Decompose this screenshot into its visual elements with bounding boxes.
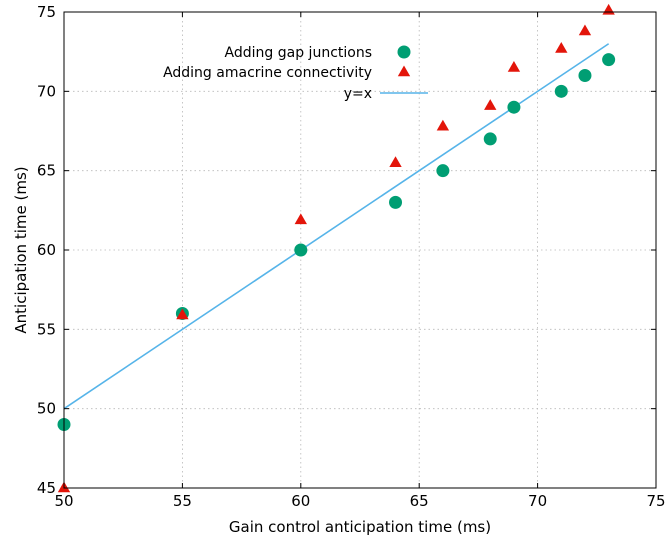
gap-junction-point xyxy=(578,68,592,82)
plot-frame xyxy=(63,11,657,489)
gap-junction-point xyxy=(436,164,450,178)
legend-label: y=x xyxy=(344,86,372,102)
x-axis-label: Gain control anticipation time (ms) xyxy=(229,518,491,536)
gap-junction-point xyxy=(294,243,308,257)
legend-circle-marker xyxy=(397,45,411,59)
grid xyxy=(64,12,656,488)
amacrine-point xyxy=(507,61,521,72)
gap-junction-point xyxy=(483,132,497,146)
y-tick-label: 55 xyxy=(37,320,56,338)
y-tick-label: 70 xyxy=(37,82,56,100)
plot-area xyxy=(57,3,616,493)
x-tick-label: 60 xyxy=(291,492,310,510)
amacrine-point xyxy=(602,3,615,15)
legend: Adding gap junctions Adding amacrine conn… xyxy=(163,45,428,102)
y-tick-label: 45 xyxy=(37,479,56,497)
y-tick-label: 50 xyxy=(37,400,56,418)
amacrine-point xyxy=(555,41,568,53)
x-tick-label: 65 xyxy=(410,492,429,510)
amacrine-point xyxy=(294,213,307,225)
x-tick-label: 50 xyxy=(54,492,73,510)
legend-label: Adding gap junctions xyxy=(225,45,372,61)
y-tick-label: 65 xyxy=(37,162,56,180)
gap-junction-point xyxy=(389,195,403,209)
gap-junction-point xyxy=(602,53,616,67)
amacrine-point xyxy=(436,119,450,131)
gap-junction-point xyxy=(507,100,521,114)
x-tick-label: 75 xyxy=(646,492,665,510)
legend-label: Adding amacrine connectivity xyxy=(163,65,372,81)
amacrine-point xyxy=(389,156,402,167)
legend-triangle-marker xyxy=(397,65,411,77)
amacrine-point xyxy=(176,308,189,320)
x-tick-label: 55 xyxy=(173,492,192,510)
y-axis-label: Anticipation time (ms) xyxy=(12,166,30,333)
gap-junction-point xyxy=(554,84,568,98)
x-tick-label: 70 xyxy=(528,492,547,510)
y-tick-label: 75 xyxy=(37,3,56,21)
y-tick-label: 60 xyxy=(37,241,56,259)
yx-reference-line xyxy=(63,43,610,410)
amacrine-point xyxy=(484,99,497,110)
amacrine-point xyxy=(578,24,592,36)
